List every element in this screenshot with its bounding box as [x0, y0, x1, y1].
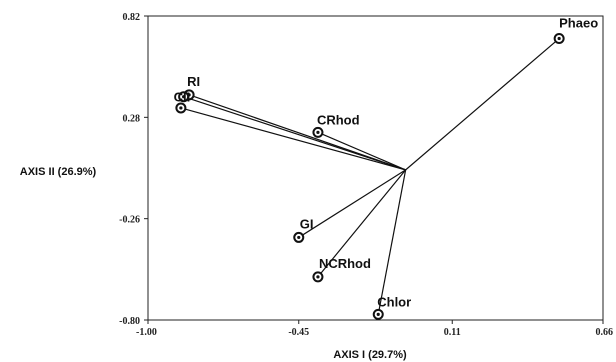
- data-point-center: [179, 106, 183, 110]
- vector-lines: [180, 38, 560, 315]
- point-label: GI: [300, 216, 314, 231]
- point-label: CII: [174, 90, 191, 105]
- vector-line: [317, 169, 407, 278]
- data-point-center: [316, 130, 320, 134]
- data-point-center: [182, 95, 186, 99]
- x-tick-label: -0.45: [288, 327, 309, 338]
- point-label: NCRhod: [319, 256, 371, 271]
- x-axis-label: AXIS I (29.7%): [333, 349, 407, 361]
- vector-line: [180, 107, 406, 171]
- y-axis-label: AXIS II (26.9%): [20, 166, 97, 178]
- data-points: [175, 33, 565, 320]
- y-tick-label: -0.80: [119, 316, 140, 327]
- data-point-center: [557, 36, 561, 41]
- vector-line: [405, 38, 560, 171]
- vector-line: [377, 169, 407, 315]
- vector-line: [298, 169, 406, 238]
- data-point-center: [316, 275, 320, 279]
- vector-line: [183, 96, 406, 171]
- y-tick-label: -0.26: [119, 215, 140, 226]
- point-label: RI: [187, 74, 200, 89]
- vector-line: [317, 131, 406, 171]
- point-label: CRhod: [317, 112, 360, 127]
- point-label: Chlor: [377, 294, 411, 309]
- y-tick-label: 0.82: [123, 12, 141, 23]
- plot-border: [147, 15, 604, 321]
- y-tick-label: 0.28: [123, 113, 141, 124]
- data-point-center: [376, 312, 380, 316]
- plot-frame: [147, 15, 604, 321]
- x-tick-label: -1.00: [136, 327, 157, 338]
- data-point-center: [297, 235, 301, 240]
- axis-ticks: -1.00 -0.45 0.11 0.66 0.82 0.28 -0.26 -0.80: [119, 12, 613, 338]
- x-tick-label: 0.66: [596, 327, 614, 338]
- point-label: Phaeo: [559, 16, 598, 31]
- x-tick-label: 0.11: [444, 327, 461, 338]
